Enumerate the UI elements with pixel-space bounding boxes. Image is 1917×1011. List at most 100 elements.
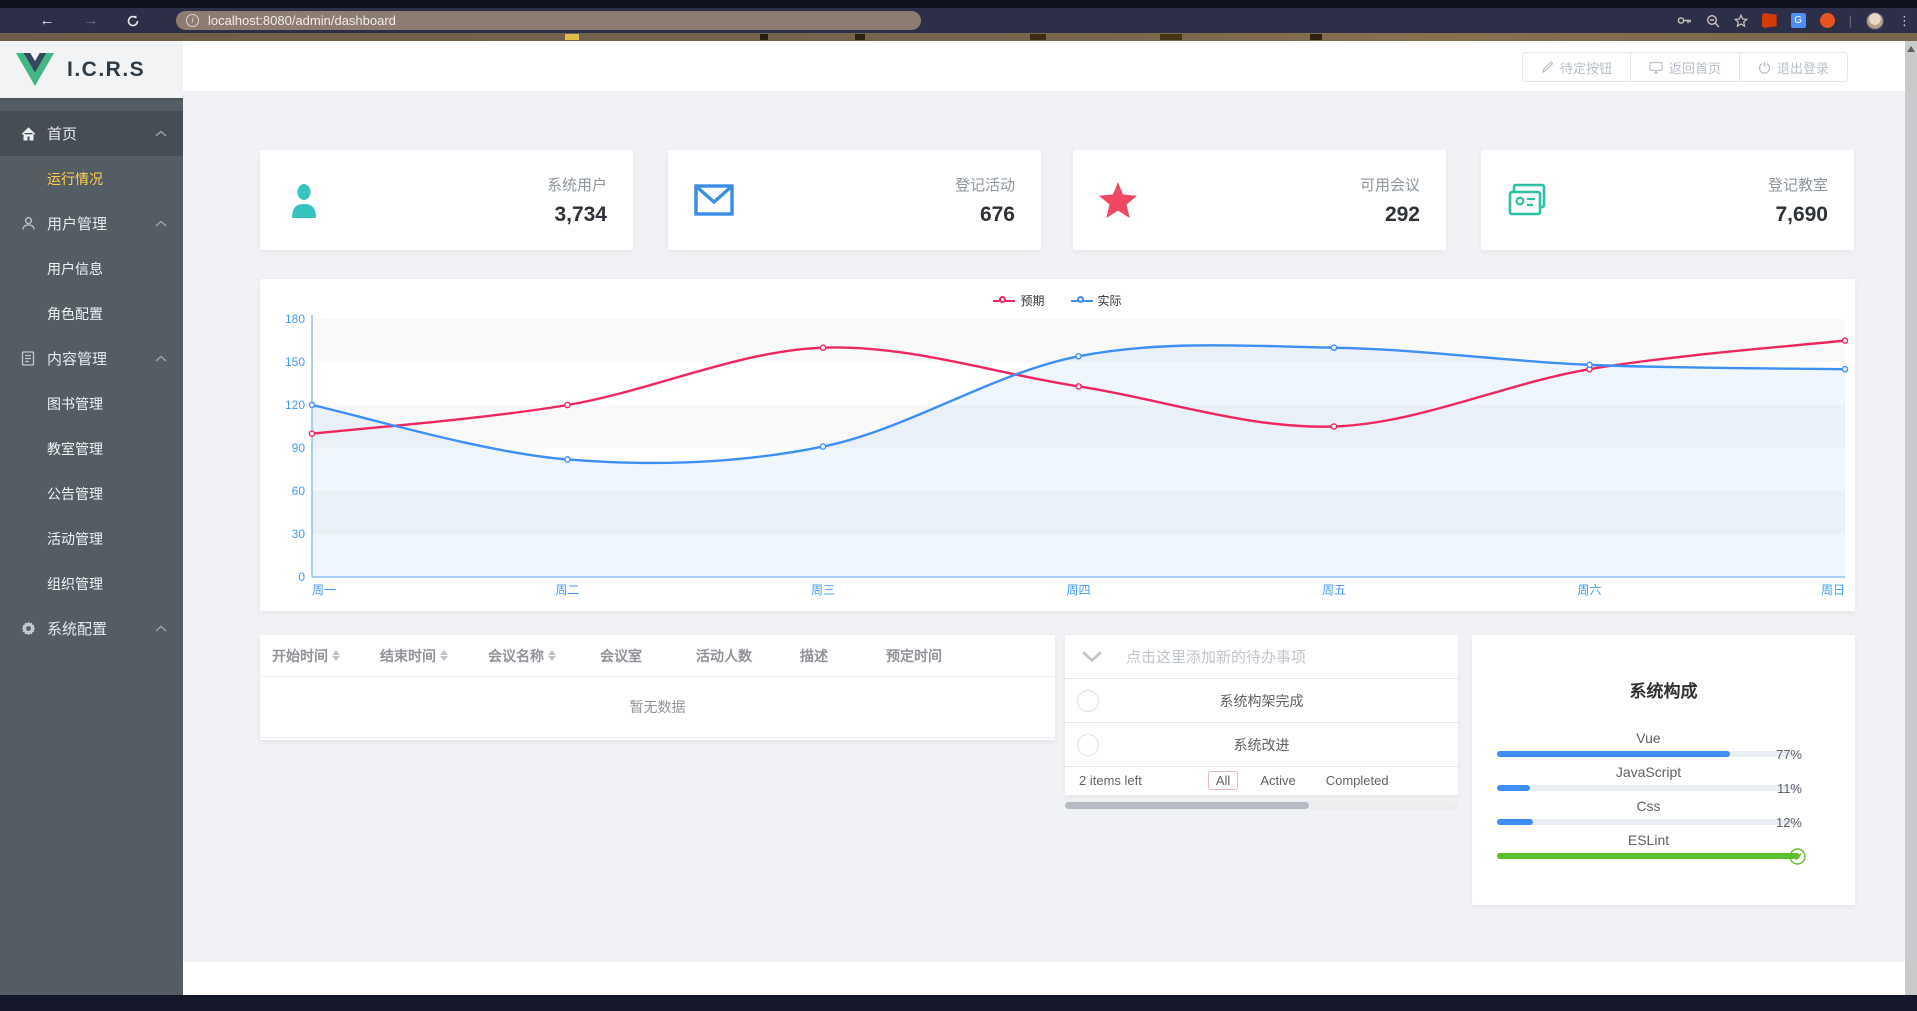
stat-card-value: 3,734: [554, 202, 607, 226]
todo-item-0[interactable]: 系统构架完成: [1065, 679, 1458, 723]
progress-label: ESLint: [1627, 832, 1670, 848]
sidebar-item-6[interactable]: 图书管理: [47, 395, 103, 412]
progress-percent: 12%: [1775, 815, 1802, 830]
todo-checkbox[interactable]: [1077, 689, 1099, 712]
table-column-header-2[interactable]: 会议名称: [488, 646, 600, 666]
header-button-0[interactable]: 待定按钮: [1522, 53, 1631, 81]
stat-card-1[interactable]: 登记活动 676: [668, 150, 1041, 250]
sidebar-item-8[interactable]: 公告管理: [47, 485, 103, 502]
progress-fill: [1497, 853, 1800, 859]
bookmarks-bar: [0, 33, 1917, 41]
key-icon[interactable]: [1677, 15, 1692, 26]
todo-filter-active[interactable]: Active: [1260, 773, 1296, 788]
sidebar-item-label: 用户管理: [47, 216, 108, 233]
app-logo[interactable]: I.C.R.S: [0, 41, 183, 98]
progress-fill: [1497, 785, 1531, 791]
todo-card: 点击这里添加新的待办事项 系统构架完成 系统改进 2 items left All…: [1065, 635, 1458, 795]
svg-text:150: 150: [285, 355, 305, 369]
progress-fill: [1497, 819, 1534, 825]
bookmark-artifact: [855, 34, 865, 40]
header-button-1[interactable]: 返回首页: [1630, 53, 1740, 81]
stat-card-value: 7,690: [1775, 202, 1828, 226]
line-chart: 0 30 60 90 120 150 180 周一 周二 周三 周四 周五 周六 周日: [260, 309, 1855, 604]
address-bar[interactable]: i localhost:8080/admin/dashboard: [176, 11, 921, 30]
progress-percent: 11%: [1776, 781, 1802, 796]
footer-whitespace: [183, 962, 1905, 995]
browser-back-button[interactable]: ←: [39, 12, 55, 29]
todo-horizontal-scrollbar[interactable]: [1065, 801, 1458, 810]
sidebar-item-10[interactable]: 组织管理: [47, 575, 103, 592]
stat-card-label: 登记活动: [954, 176, 1015, 194]
stat-card-3[interactable]: 登记教室 7,690: [1481, 150, 1854, 250]
sidebar-item-7[interactable]: 教室管理: [47, 440, 103, 457]
page-vertical-scrollbar[interactable]: [1905, 41, 1917, 995]
legend-marker-icon: [1070, 295, 1093, 303]
home-icon: [20, 126, 36, 141]
todo-item-1[interactable]: 系统改进: [1065, 723, 1458, 767]
scrollbar-thumb[interactable]: [1065, 802, 1309, 809]
sort-carets-icon[interactable]: [332, 650, 340, 661]
table-column-header-1[interactable]: 结束时间: [380, 646, 488, 666]
sidebar-item-1[interactable]: 运行情况: [47, 170, 103, 187]
legend-label: 实际: [1097, 294, 1122, 308]
svg-text:周五: 周五: [1322, 583, 1346, 597]
stat-card-0[interactable]: 系统用户 3,734: [260, 150, 633, 250]
browser-tab-strip: [0, 0, 1917, 8]
site-info-icon[interactable]: i: [186, 14, 199, 27]
sidebar-item-4[interactable]: 角色配置: [47, 305, 103, 322]
todo-items: 系统构架完成 系统改进: [1065, 679, 1458, 767]
table-column-header-5: 描述: [800, 646, 886, 666]
url-text[interactable]: localhost:8080/admin/dashboard: [208, 13, 396, 28]
svg-text:60: 60: [292, 484, 306, 498]
bookmark-artifact: [1310, 34, 1322, 40]
todo-filter-all[interactable]: All: [1207, 771, 1239, 790]
sidebar-item-11[interactable]: 系统配置: [0, 606, 183, 651]
svg-text:0: 0: [298, 570, 305, 584]
todo-item-label: 系统构架完成: [1219, 692, 1304, 709]
zoom-out-icon[interactable]: [1706, 14, 1720, 28]
profile-avatar[interactable]: [1866, 11, 1884, 30]
column-label: 会议名称: [488, 647, 544, 664]
todo-input-row[interactable]: 点击这里添加新的待办事项: [1065, 635, 1458, 679]
stat-card-value: 292: [1384, 202, 1420, 226]
sidebar-item-0[interactable]: 首页: [0, 111, 183, 156]
browser-forward-button[interactable]: →: [83, 12, 99, 29]
sort-carets-icon[interactable]: [440, 650, 448, 661]
header-button-label: 待定按钮: [1559, 60, 1612, 76]
power-icon: [1758, 61, 1771, 74]
sidebar-item-3[interactable]: 用户信息: [47, 260, 103, 277]
table-column-header-0[interactable]: 开始时间: [272, 646, 380, 666]
scroll-up-arrow-icon[interactable]: [1907, 46, 1915, 52]
document-icon: [20, 351, 36, 366]
todo-checkbox[interactable]: [1077, 733, 1099, 756]
header-button-2[interactable]: 退出登录: [1739, 53, 1847, 81]
table-column-header-6: 预定时间: [886, 646, 1006, 666]
sidebar-item-5[interactable]: 内容管理: [0, 336, 183, 381]
chevron-up-icon: [155, 130, 167, 137]
chevron-up-icon: [155, 625, 167, 632]
bookmark-star-icon[interactable]: [1733, 13, 1748, 28]
svg-text:周二: 周二: [555, 583, 579, 597]
browser-reload-button[interactable]: [126, 14, 152, 28]
stat-card-label: 登记教室: [1767, 176, 1828, 194]
office-extension-icon[interactable]: [1761, 13, 1777, 28]
sort-carets-icon[interactable]: [548, 650, 556, 661]
legend-item-实际[interactable]: 实际: [1070, 292, 1122, 309]
chart-legend: 预期 实际: [260, 279, 1855, 309]
todo-item-label: 系统改进: [1233, 736, 1290, 753]
menu-dots-icon[interactable]: ⋮: [1898, 12, 1911, 28]
legend-item-预期[interactable]: 预期: [993, 292, 1045, 309]
translate-extension-icon[interactable]: G: [1790, 13, 1806, 28]
stat-card-label: 可用会议: [1359, 176, 1420, 194]
browser-extension-icon[interactable]: [1819, 13, 1835, 28]
stat-card-2[interactable]: 可用会议 292: [1073, 150, 1446, 250]
sidebar-item-9[interactable]: 活动管理: [47, 530, 103, 547]
todo-filter-completed[interactable]: Completed: [1325, 773, 1389, 788]
progress-row-css: Css 12%: [1497, 798, 1830, 830]
sidebar-item-2[interactable]: 用户管理: [0, 201, 183, 246]
progress-row-eslint: ESLint: [1497, 832, 1830, 865]
envelope-icon: [694, 184, 734, 216]
person-icon: [286, 182, 322, 218]
svg-text:周三: 周三: [811, 583, 835, 597]
svg-text:周日: 周日: [1821, 583, 1845, 597]
